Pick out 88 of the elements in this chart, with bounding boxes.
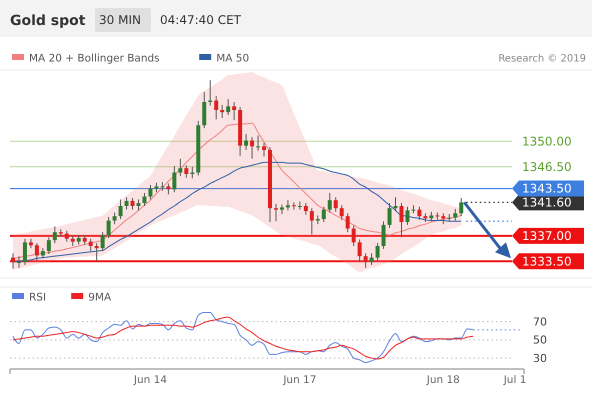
candlestick xyxy=(232,102,236,121)
x-tick-label: Jun 17 xyxy=(282,374,316,386)
candlestick xyxy=(226,98,230,116)
candlestick xyxy=(118,198,123,220)
candlestick xyxy=(52,226,57,244)
chart-subtitle: 30 MIN xyxy=(99,13,141,28)
candlestick xyxy=(394,196,398,212)
candlestick xyxy=(112,212,117,225)
x-tick-label: Jun 18 xyxy=(426,374,460,386)
candlestick xyxy=(88,238,93,252)
candlestick xyxy=(388,202,392,228)
candlestick xyxy=(142,192,146,206)
candlestick xyxy=(148,184,152,200)
y-tick-label: 30 xyxy=(533,352,547,365)
candlestick xyxy=(364,252,368,268)
candlestick xyxy=(106,216,111,238)
candlestick xyxy=(46,236,51,254)
candlestick xyxy=(94,242,99,262)
text: Research © 2019 xyxy=(498,54,586,64)
candlestick xyxy=(10,252,15,270)
y-tick-label: 1337.00 xyxy=(522,229,572,244)
candlestick xyxy=(286,200,290,211)
candlestick xyxy=(310,208,314,235)
candlestick xyxy=(417,206,422,220)
candlestick xyxy=(100,232,105,252)
x-tick-label: Jun 14 xyxy=(132,374,168,386)
candlestick xyxy=(22,238,27,266)
candlestick xyxy=(352,225,356,246)
candlestick xyxy=(214,96,218,120)
candlestick xyxy=(370,252,374,266)
y-tick-label: 50 xyxy=(533,334,547,347)
candlestick xyxy=(334,196,338,212)
candlestick xyxy=(382,220,386,250)
candlestick xyxy=(64,230,69,242)
y-tick-label: 1343.50 xyxy=(522,182,572,196)
candlestick xyxy=(130,198,135,210)
candlestick xyxy=(405,206,410,226)
candlestick xyxy=(244,134,248,150)
candlestick xyxy=(28,238,33,249)
candlestick xyxy=(346,212,350,233)
candlestick xyxy=(178,158,182,177)
candlestick xyxy=(16,256,21,268)
y-tick-label: 1346.50 xyxy=(522,160,572,174)
candlestick xyxy=(34,242,39,262)
candlestick xyxy=(124,196,129,210)
candlestick xyxy=(40,248,45,259)
candlestick xyxy=(453,208,458,222)
y-tick-label: 1333.50 xyxy=(522,254,572,268)
line-series xyxy=(12,162,462,262)
candlestick xyxy=(256,134,260,152)
candlestick xyxy=(304,202,308,216)
y-tick-label: 1341.60 xyxy=(522,196,572,210)
legend-label: RSI xyxy=(29,292,46,304)
candlestick xyxy=(435,212,440,220)
y-tick-label: 70 xyxy=(533,315,547,328)
candlestick xyxy=(459,198,464,217)
candlestick xyxy=(250,136,254,160)
candlestick xyxy=(262,142,266,158)
candlestick xyxy=(399,202,404,238)
candlestick xyxy=(441,212,446,225)
candlestick xyxy=(208,80,212,106)
candlestick xyxy=(184,164,188,178)
candlestick xyxy=(166,182,170,195)
candlestick xyxy=(190,166,194,179)
legend-label: 9MA xyxy=(88,292,112,304)
legend-label: MA 20 + Bollinger Bands xyxy=(29,52,160,65)
candlestick xyxy=(154,182,158,193)
candlestick xyxy=(358,238,362,262)
candlestick xyxy=(76,234,81,246)
candlestick xyxy=(274,203,278,222)
candlestick xyxy=(82,234,87,246)
candlestick xyxy=(172,166,176,193)
candlestick xyxy=(322,206,326,222)
legend-label: MA 50 xyxy=(216,52,250,65)
candlestick xyxy=(340,204,344,220)
candlestick xyxy=(280,204,284,214)
candlestick xyxy=(328,192,332,214)
candlestick xyxy=(70,235,75,246)
candlestick xyxy=(447,214,452,222)
candlestick xyxy=(202,91,206,129)
candlestick xyxy=(429,211,434,222)
chart-title: Gold spot xyxy=(10,12,86,29)
candlestick xyxy=(376,242,380,262)
y-tick-label: 1350.00 xyxy=(522,134,572,148)
text: 04:47:40 CET xyxy=(160,13,242,28)
x-tick-label: Jul 1 xyxy=(502,374,526,386)
candlestick xyxy=(136,198,140,211)
candlestick xyxy=(220,104,224,118)
